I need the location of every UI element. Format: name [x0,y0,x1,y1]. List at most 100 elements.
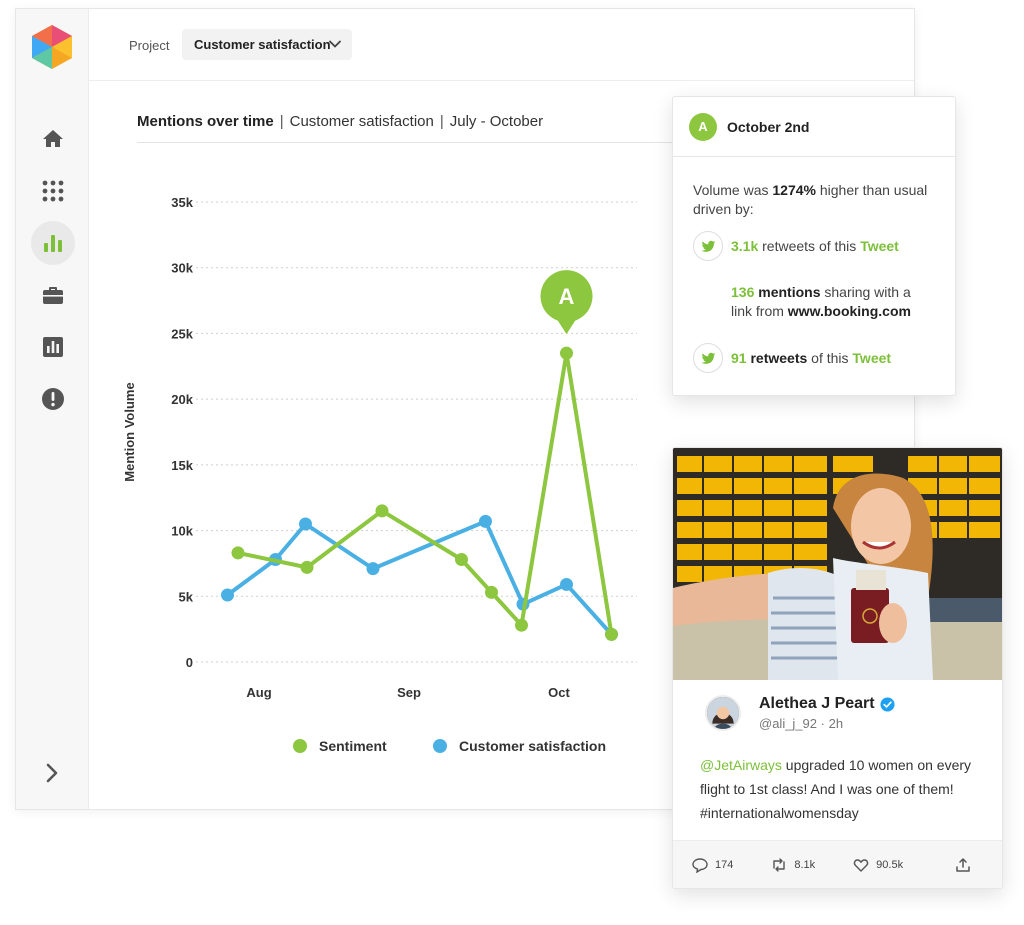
data-point [300,560,314,574]
annotation-label: A [559,284,575,309]
chart-range: July - October [449,113,544,130]
data-point [560,577,573,591]
callout-header: A October 2nd [673,97,955,157]
mentions-label: mentions [754,284,821,300]
app-logo[interactable] [32,25,72,69]
alert-icon [41,388,64,410]
sidebar-item-alerts[interactable] [31,377,75,421]
chart-header: Mentions over time | Customer satisfaction… [137,113,697,143]
retweets-text-rest: of this [807,350,853,366]
apps-grid-icon [42,180,63,202]
tweet-author: Alethea J Peart @ali_j_92 · 2h [705,695,895,731]
legend-label: Customer satisfaction [459,738,606,754]
chevron-down-icon [329,40,341,48]
meta-dot: · [820,716,825,731]
sidebar-item-home[interactable] [31,117,75,161]
intro-text-end: higher than usual driven by: [693,182,928,217]
project-label: Project [129,38,170,53]
topbar: Project Customer satisfaction [89,9,914,81]
reply-button[interactable]: 174 [692,857,733,873]
tweet-photo[interactable] [673,448,1003,680]
callout-intro: Volume was 1274% higher than usual drive… [693,181,935,219]
author-handle[interactable]: @ali_j_92 [759,716,818,731]
retweets-count-2: 91 [731,350,747,366]
series-line [225,519,614,637]
data-point [366,562,380,576]
y-tick-label: 15k [171,458,193,473]
series-line [236,351,614,637]
sidebar [16,9,89,809]
y-tick-label: 5k [179,589,194,604]
y-tick-label: 10k [171,524,193,539]
x-tick-label: Sep [397,685,421,700]
home-icon [42,130,63,147]
x-tick-label: Aug [246,685,271,700]
retweets-count: 3.1k [731,238,759,254]
author-info: Alethea J Peart @ali_j_92 · 2h [759,695,895,731]
intro-percent: 1274% [772,182,816,198]
data-point [375,504,389,518]
avatar[interactable] [705,695,741,731]
x-tick-label: Oct [548,685,570,700]
mentions-count: 136 [731,284,755,300]
header-separator: | [439,113,444,130]
tweet-time: 2h [828,716,844,731]
y-tick-label: 30k [171,261,193,276]
tweet-card: Alethea J Peart @ali_j_92 · 2h @JetAirwa… [672,447,1003,889]
callout-body: Volume was 1274% higher than usual drive… [673,157,955,373]
briefcase-icon [42,287,63,304]
reply-count: 174 [715,858,734,871]
sidebar-item-projects[interactable] [31,273,75,317]
bar-chart-icon [43,235,62,252]
data-point [299,517,312,531]
retweet-icon [773,857,786,872]
data-point [560,346,573,360]
author-name[interactable]: Alethea J Peart [759,695,875,712]
sidebar-item-analytics[interactable] [30,221,75,265]
tweet-mention[interactable]: @JetAirways [700,757,782,773]
author-meta: @ali_j_92 · 2h [759,716,895,731]
retweets-text-2: 91 retweets of this Tweet [731,349,891,368]
like-button[interactable]: 90.5k [853,857,903,873]
booking-domain: www.booking.com [787,303,911,319]
twitter-icon [693,343,723,373]
data-point [221,588,234,602]
sidebar-nav [16,117,89,429]
chevron-right-icon[interactable] [40,761,64,785]
data-point [515,618,528,632]
like-count: 90.5k [876,858,904,871]
retweets-text: 3.1k retweets of this Tweet [731,237,899,256]
data-point [231,546,245,560]
data-point [485,585,498,599]
project-dropdown-value: Customer satisfaction [194,37,331,52]
tweet-link[interactable]: Tweet [860,238,899,254]
verified-badge-icon [880,696,895,712]
twitter-icon [693,231,723,261]
y-tick-label: 25k [171,326,193,341]
retweet-count: 8.1k [794,858,816,871]
y-tick-label: 20k [171,392,193,407]
retweet-button[interactable]: 8.1k [771,857,815,873]
header-separator: | [279,113,284,130]
tweet-link-2[interactable]: Tweet [852,350,892,366]
tweet-actions: 174 8.1k 90.5k [673,840,1002,888]
data-point [479,514,492,528]
mentions-text-rest: sharing with a link from [731,284,911,319]
callout-row-retweets: 3.1k retweets of this Tweet [693,231,935,261]
retweets-label-2: retweets [746,350,808,366]
y-axis-label: Mention Volume [122,382,137,481]
project-dropdown[interactable]: Customer satisfaction [182,29,352,60]
legend-swatch [433,739,447,753]
annotation-callout: A October 2nd Volume was 1274% higher th… [672,96,956,396]
share-button[interactable] [955,857,978,873]
y-tick-label: 35k [171,195,193,210]
sidebar-item-reports[interactable] [31,325,75,369]
sidebar-item-apps[interactable] [31,169,75,213]
tweet-text: @JetAirways upgraded 10 women on every f… [700,753,995,825]
legend-swatch [293,739,307,753]
annotation-badge: A [689,112,717,141]
tweet-body: upgraded 10 women on every flight to 1st… [700,757,972,821]
y-tick-label: 0 [186,655,193,670]
annotation-pin-tail [557,320,576,335]
annotation-pin [540,270,593,323]
